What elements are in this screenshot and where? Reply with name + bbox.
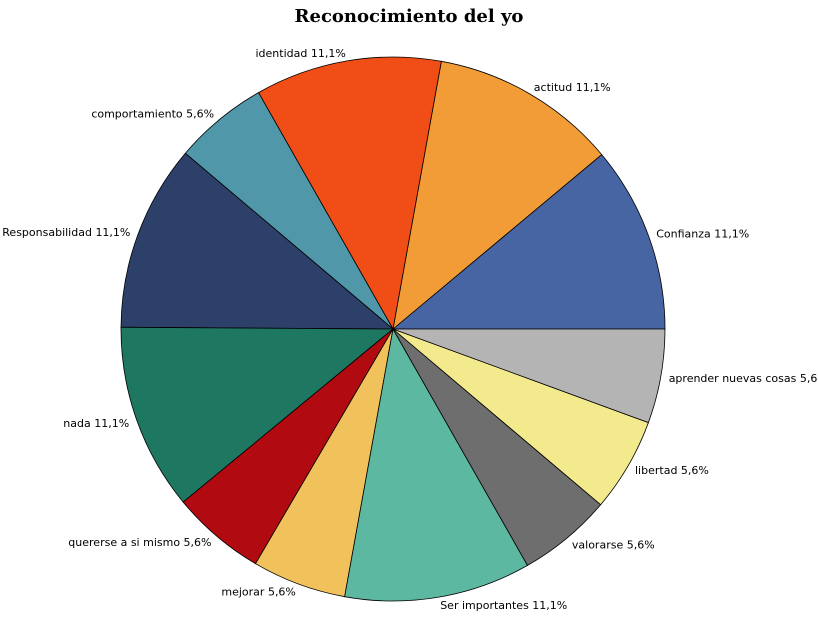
pie-slice-identidad <box>257 56 442 331</box>
pie-slice-aprender-nuevas-cosas <box>392 328 666 424</box>
pie-slice-nada <box>120 326 395 503</box>
pie-slice-responsabilidad <box>120 152 395 330</box>
slice-label: Confianza 11,1% <box>656 228 749 241</box>
slice-label: Ser importantes 11,1% <box>440 599 567 612</box>
slice-label: mejorar 5,6% <box>221 586 296 599</box>
slice-label: libertad 5,6% <box>635 464 709 477</box>
pie-slice-actitud <box>392 60 603 331</box>
slice-label: identidad 11,1% <box>256 47 346 60</box>
slice-label: Responsabilidad 11,1% <box>2 226 130 239</box>
slice-label: valorarse 5,6% <box>572 538 655 551</box>
slice-label: nada 11,1% <box>63 417 129 430</box>
slice-label: comportamiento 5,6% <box>91 108 214 121</box>
pie-slice-ser-importantes <box>344 327 529 602</box>
chart-title: Reconocimiento del yo <box>294 6 524 27</box>
slice-label: aprender nuevas cosas 5,6% <box>669 372 818 385</box>
pie-slice-confianza <box>391 154 666 330</box>
slice-label: quererse a si mismo 5,6% <box>68 536 211 549</box>
slice-label: actitud 11,1% <box>534 81 611 94</box>
